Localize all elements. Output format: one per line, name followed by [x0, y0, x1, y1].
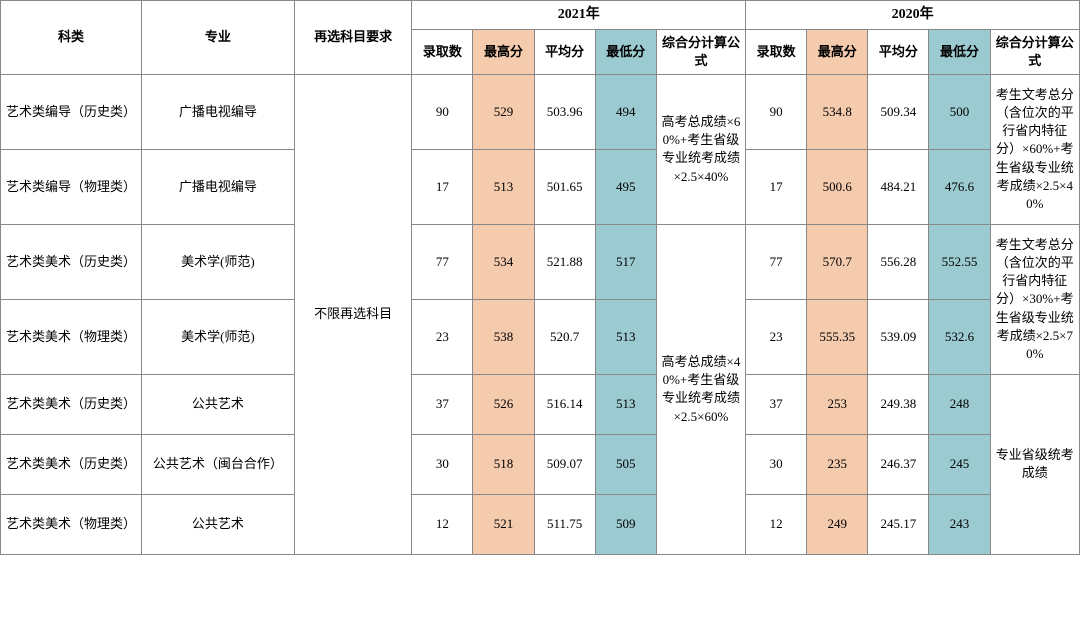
hdr-2021-max: 最高分	[473, 29, 534, 74]
cell-2021-admit: 77	[412, 224, 473, 299]
cell-2020-formula-b: 考生文考总分（含位次的平行省内特征分）×30%+考生省级专业统考成绩×2.5×7…	[990, 224, 1079, 374]
cell-2021-min: 509	[595, 494, 656, 554]
cell-2020-max: 500.6	[807, 149, 868, 224]
cell-2020-min: 245	[929, 434, 990, 494]
cell-major: 广播电视编导	[142, 149, 295, 224]
cell-2020-max: 253	[807, 374, 868, 434]
cell-2020-avg: 246.37	[868, 434, 929, 494]
cell-2021-avg: 516.14	[534, 374, 595, 434]
cell-2020-min: 532.6	[929, 299, 990, 374]
cell-2021-min: 517	[595, 224, 656, 299]
cell-2020-min: 243	[929, 494, 990, 554]
cell-category: 艺术类美术（历史类）	[1, 374, 142, 434]
cell-2020-formula-a: 考生文考总分（含位次的平行省内特征分）×60%+考生省级专业统考成绩×2.5×4…	[990, 74, 1079, 224]
cell-2021-min: 494	[595, 74, 656, 149]
cell-2021-avg: 501.65	[534, 149, 595, 224]
cell-2021-admit: 23	[412, 299, 473, 374]
cell-2020-admit: 17	[746, 149, 807, 224]
hdr-2020-admit: 录取数	[746, 29, 807, 74]
cell-2021-admit: 12	[412, 494, 473, 554]
cell-2021-min: 495	[595, 149, 656, 224]
cell-2021-max: 529	[473, 74, 534, 149]
cell-2021-avg: 521.88	[534, 224, 595, 299]
admissions-table: 科类 专业 再选科目要求 2021年 2020年 录取数 最高分 平均分 最低分…	[0, 0, 1080, 555]
cell-major: 公共艺术（闽台合作）	[142, 434, 295, 494]
table-row: 艺术类编导（物理类） 广播电视编导 17 513 501.65 495 17 5…	[1, 149, 1080, 224]
cell-2021-max: 538	[473, 299, 534, 374]
cell-2020-formula-c: 专业省级统考成绩	[990, 374, 1079, 554]
hdr-2021-min: 最低分	[595, 29, 656, 74]
cell-2020-avg: 249.38	[868, 374, 929, 434]
cell-category: 艺术类美术（物理类）	[1, 299, 142, 374]
cell-category: 艺术类美术（物理类）	[1, 494, 142, 554]
cell-2020-admit: 30	[746, 434, 807, 494]
hdr-requirement: 再选科目要求	[294, 1, 412, 75]
cell-2021-avg: 511.75	[534, 494, 595, 554]
cell-major: 美术学(师范)	[142, 299, 295, 374]
cell-category: 艺术类编导（历史类）	[1, 74, 142, 149]
cell-requirement: 不限再选科目	[294, 74, 412, 554]
hdr-2021-admit: 录取数	[412, 29, 473, 74]
hdr-2020-formula: 综合分计算公式	[990, 29, 1079, 74]
cell-2020-admit: 77	[746, 224, 807, 299]
cell-2021-avg: 520.7	[534, 299, 595, 374]
cell-major: 公共艺术	[142, 494, 295, 554]
table-row: 艺术类美术（物理类） 公共艺术 12 521 511.75 509 12 249…	[1, 494, 1080, 554]
cell-2021-admit: 37	[412, 374, 473, 434]
table-row: 艺术类美术（物理类） 美术学(师范) 23 538 520.7 513 23 5…	[1, 299, 1080, 374]
cell-2021-max: 513	[473, 149, 534, 224]
cell-2021-admit: 30	[412, 434, 473, 494]
cell-2021-formula-a: 高考总成绩×60%+考生省级专业统考成绩×2.5×40%	[656, 74, 745, 224]
cell-2021-max: 526	[473, 374, 534, 434]
table-row: 艺术类编导（历史类） 广播电视编导 不限再选科目 90 529 503.96 4…	[1, 74, 1080, 149]
cell-2021-max: 521	[473, 494, 534, 554]
cell-category: 艺术类编导（物理类）	[1, 149, 142, 224]
hdr-2020-min: 最低分	[929, 29, 990, 74]
cell-2020-min: 552.55	[929, 224, 990, 299]
table-row: 艺术类美术（历史类） 美术学(师范) 77 534 521.88 517 高考总…	[1, 224, 1080, 299]
cell-2021-admit: 17	[412, 149, 473, 224]
hdr-year-2020: 2020年	[746, 1, 1080, 30]
table-row: 艺术类美术（历史类） 公共艺术 37 526 516.14 513 37 253…	[1, 374, 1080, 434]
cell-2020-avg: 509.34	[868, 74, 929, 149]
cell-2020-max: 249	[807, 494, 868, 554]
cell-2021-avg: 503.96	[534, 74, 595, 149]
cell-2020-avg: 556.28	[868, 224, 929, 299]
cell-2020-admit: 12	[746, 494, 807, 554]
cell-2020-max: 235	[807, 434, 868, 494]
hdr-2021-formula: 综合分计算公式	[656, 29, 745, 74]
cell-2020-min: 500	[929, 74, 990, 149]
cell-2020-admit: 90	[746, 74, 807, 149]
cell-2020-avg: 484.21	[868, 149, 929, 224]
hdr-year-2021: 2021年	[412, 1, 746, 30]
cell-2021-avg: 509.07	[534, 434, 595, 494]
cell-category: 艺术类美术（历史类）	[1, 434, 142, 494]
cell-category: 艺术类美术（历史类）	[1, 224, 142, 299]
hdr-major: 专业	[142, 1, 295, 75]
table-row: 艺术类美术（历史类） 公共艺术（闽台合作） 30 518 509.07 505 …	[1, 434, 1080, 494]
cell-2020-admit: 23	[746, 299, 807, 374]
cell-2020-avg: 539.09	[868, 299, 929, 374]
hdr-2020-avg: 平均分	[868, 29, 929, 74]
cell-2021-min: 505	[595, 434, 656, 494]
cell-2021-min: 513	[595, 374, 656, 434]
cell-2020-admit: 37	[746, 374, 807, 434]
cell-2020-min: 248	[929, 374, 990, 434]
cell-major: 美术学(师范)	[142, 224, 295, 299]
hdr-2020-max: 最高分	[807, 29, 868, 74]
cell-2020-max: 570.7	[807, 224, 868, 299]
cell-major: 广播电视编导	[142, 74, 295, 149]
cell-major: 公共艺术	[142, 374, 295, 434]
hdr-category: 科类	[1, 1, 142, 75]
cell-2020-avg: 245.17	[868, 494, 929, 554]
cell-2021-formula-b: 高考总成绩×40%+考生省级专业统考成绩×2.5×60%	[656, 224, 745, 554]
cell-2021-admit: 90	[412, 74, 473, 149]
cell-2021-max: 534	[473, 224, 534, 299]
cell-2020-max: 534.8	[807, 74, 868, 149]
cell-2021-min: 513	[595, 299, 656, 374]
cell-2021-max: 518	[473, 434, 534, 494]
hdr-2021-avg: 平均分	[534, 29, 595, 74]
cell-2020-max: 555.35	[807, 299, 868, 374]
cell-2020-min: 476.6	[929, 149, 990, 224]
